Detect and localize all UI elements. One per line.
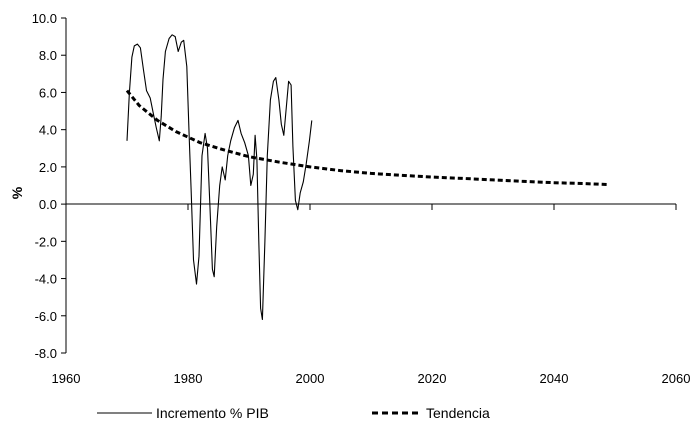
x-tick-label: 2020 — [418, 371, 447, 386]
y-tick-label: 8.0 — [39, 48, 57, 63]
legend-label-incremento: Incremento % PIB — [156, 405, 269, 421]
y-tick-label: 10.0 — [32, 11, 57, 26]
y-axis-label: % — [9, 186, 25, 199]
legend-label-tendencia: Tendencia — [426, 405, 490, 421]
x-tick-label: 1960 — [52, 371, 81, 386]
x-tick-label: 1980 — [174, 371, 203, 386]
x-tick-label: 2040 — [540, 371, 569, 386]
x-tick-label: 2000 — [296, 371, 325, 386]
series-line-tendencia — [125, 89, 609, 187]
y-tick-label: -4.0 — [35, 272, 57, 287]
plot-area: -8.0 -6.0 -4.0 -2.0 0.0 2.0 4.0 6.0 8.0 10.0 1960 1… — [32, 11, 691, 386]
y-tick-label: 6.0 — [39, 85, 57, 100]
x-tick-label: 2060 — [662, 371, 691, 386]
y-tick-label: -6.0 — [35, 309, 57, 324]
y-tick-label: -2.0 — [35, 234, 57, 249]
legend: Incremento % PIB Tendencia — [97, 405, 490, 421]
y-tick-label: 0.0 — [39, 197, 57, 212]
y-tick-label: -8.0 — [35, 346, 57, 361]
y-tick-label: 2.0 — [39, 160, 57, 175]
series-line-incremento-pib — [126, 34, 313, 321]
y-tick-label: 4.0 — [39, 123, 57, 138]
